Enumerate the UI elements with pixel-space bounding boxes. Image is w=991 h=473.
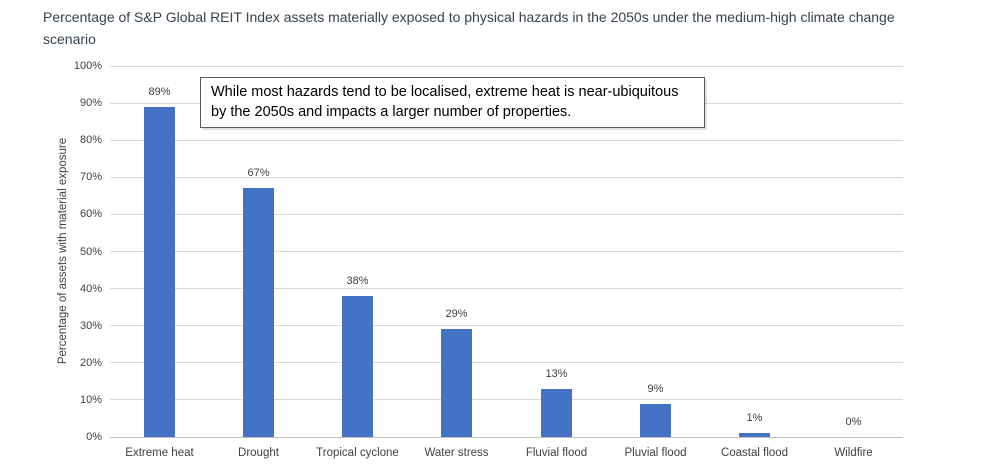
annotation-text: While most hazards tend to be localised,… (211, 84, 679, 120)
bar-drought (243, 188, 274, 437)
bar-tropical-cyclone (342, 296, 373, 437)
gridline (110, 176, 903, 178)
y-tick-label: 80% (79, 134, 102, 147)
y-tick-label: 100% (73, 60, 102, 72)
gridline (110, 399, 903, 401)
bar-value-label: 67% (247, 167, 270, 179)
x-category-label: Coastal flood (720, 447, 789, 459)
bar-coastal-flood (739, 433, 770, 437)
bar-value-label: 13% (545, 368, 568, 380)
gridline (110, 288, 903, 290)
y-tick-label: 60% (79, 208, 102, 221)
x-category-label: Fluvial flood (525, 447, 588, 459)
y-tick-label: 70% (79, 171, 102, 184)
annotation-box: While most hazards tend to be localised,… (200, 77, 705, 128)
bar-water-stress (441, 329, 472, 437)
bar-extreme-heat (144, 107, 175, 437)
x-axis-line (110, 436, 903, 438)
bar-value-label: 9% (647, 383, 664, 395)
gridline (110, 139, 903, 141)
y-tick-label: 40% (79, 282, 102, 295)
y-tick-label: 90% (79, 97, 102, 110)
y-tick-label: 0% (86, 431, 102, 443)
x-category-label: Drought (238, 447, 279, 459)
x-category-label: Water stress (424, 447, 489, 459)
gridline (110, 325, 903, 327)
y-tick-label: 20% (79, 356, 102, 369)
bar-value-label: 0% (845, 416, 862, 428)
bar-value-label: 89% (148, 86, 171, 98)
gridline (110, 362, 903, 364)
bar-pluvial-flood (640, 404, 671, 437)
x-category-label: Pluvial flood (624, 447, 687, 459)
y-tick-label: 50% (79, 245, 102, 258)
gridline (110, 251, 903, 252)
y-tick-label: 30% (79, 319, 102, 332)
bar-value-label: 1% (746, 412, 763, 424)
y-tick-label: 10% (79, 393, 102, 406)
x-category-label: Extreme heat (125, 447, 194, 459)
bar-fluvial-flood (541, 389, 572, 437)
x-category-label: Wildfire (834, 447, 873, 459)
x-category-label: Tropical cyclone (316, 447, 399, 459)
bar-value-label: 29% (445, 308, 468, 320)
bar-value-label: 38% (346, 275, 369, 287)
gridline (110, 65, 903, 67)
chart-title: Percentage of S&P Global REIT Index asse… (43, 9, 895, 47)
gridline (110, 213, 903, 215)
